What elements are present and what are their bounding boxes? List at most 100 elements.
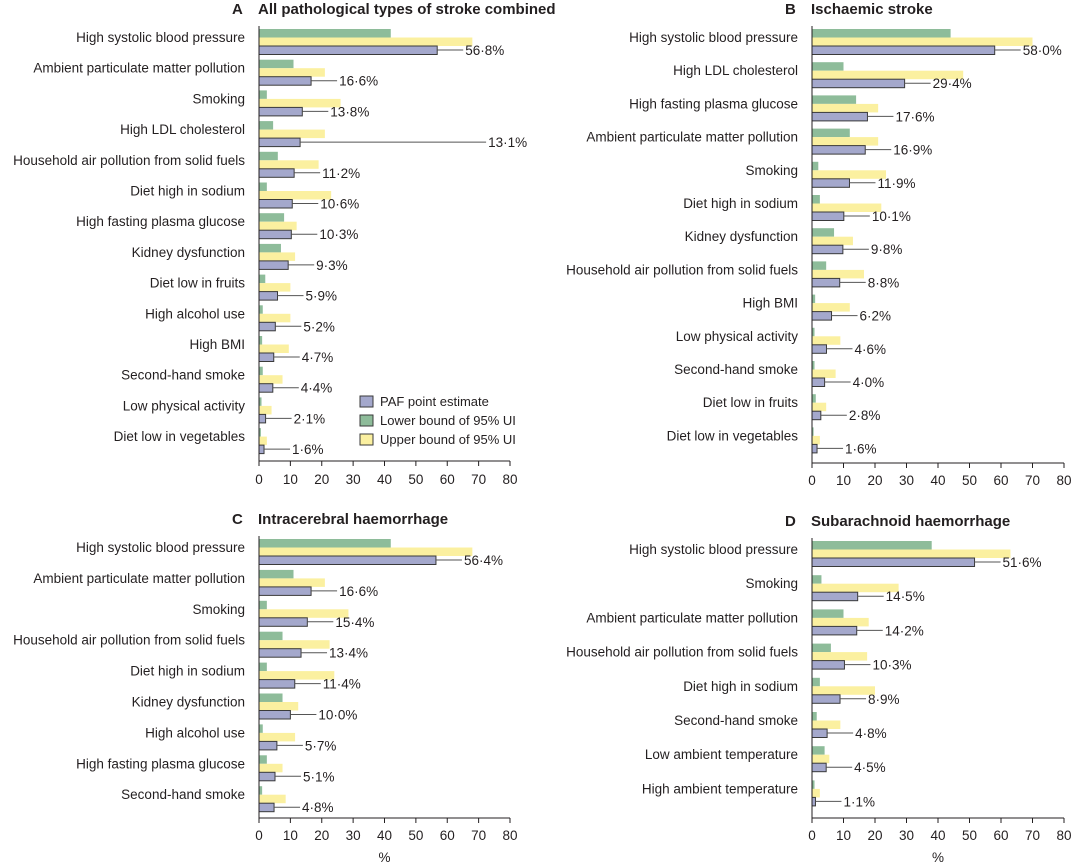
panel-b-category-label: Kidney dysfunction [685,229,798,244]
panel-c-value-label: 5·7% [305,738,337,753]
panel-c-bar-point [258,679,296,689]
panel-a-x-tick-label: 10 [283,472,298,487]
panel-c-bar-lower [259,569,294,579]
panel-d-bar-lower [812,541,932,550]
panel-b-value-label: 11·9% [877,176,915,191]
panel-b-value-label: 1·6% [845,441,877,456]
panel-c-category-label: Household air pollution from solid fuels [13,633,245,648]
panel-a-value-label: 1·6% [292,442,324,457]
panel-a-category-label: High systolic blood pressure [76,30,245,45]
panel-d-x-axis-label: % [932,850,944,863]
panel-d-x-tick-label: 10 [836,828,851,843]
panel-a-bar-point [258,76,312,86]
panel-b-title: Ischaemic stroke [811,1,933,18]
panel-d-bar-lower [812,780,815,789]
panel-b-bar-point [811,145,866,155]
panel-a-bar-upper [259,252,296,261]
panel-d-category-label: Smoking [745,576,798,591]
panel-c-value-label: 13·4% [329,646,368,661]
panel-c-value-label: 16·6% [339,584,378,599]
panel-b-category-label: High systolic blood pressure [629,30,798,45]
panel-a-x-tick-label: 0 [255,472,263,487]
panel-b-bar-upper [812,369,836,378]
panel-b-value-label: 4·0% [853,375,885,390]
panel-b-bar-upper [812,203,882,212]
panel-b-category-label: Smoking [745,163,798,178]
panel-c-bar-upper [259,640,330,649]
panel-a-bar-lower [259,90,267,99]
panel-a-bar-upper [259,37,473,46]
panel-d-category-label: High systolic blood pressure [629,542,798,557]
panel-d-bar-lower [812,575,822,584]
panel-c-bar-point [258,555,437,565]
panel-b-value-label: 2·8% [849,408,881,423]
panel-b-bar-point [811,377,826,387]
panel-b-bar-lower [812,95,857,104]
panel-a-category-label: High LDL cholesterol [120,122,245,137]
panel-b-bar-lower [812,195,820,204]
panel-a-bar-lower [259,182,267,191]
panel-c-bar-lower [259,662,267,672]
panel-c-value-label: 5·1% [303,769,335,784]
panel-c-x-tick-label: 70 [471,828,486,843]
panel-b-bar-upper [812,37,1033,46]
panel-c-category-label: Second-hand smoke [121,787,245,802]
panel-a-bar-lower [259,121,274,130]
panel-a-bar-upper [259,313,291,323]
panel-a-bar-lower [259,29,391,38]
panel-b-bar-upper [812,336,841,345]
panel-b-letter: B [785,1,796,18]
panel-c-x-tick-label: 30 [346,828,361,843]
panel-b-category-label: High fasting plasma glucose [629,96,798,111]
panel-c-x-tick-label: 20 [314,828,329,843]
panel-d-bar-point [811,762,827,773]
panel-a-bar-point [258,352,275,362]
panel-c-x-tick-label: 40 [377,828,392,843]
panel-b-bar-point [811,410,822,421]
panel-a-value-label: 10·3% [319,227,358,242]
panel-d-value-label: 14·2% [885,623,924,638]
panel-c-bar-point [258,710,291,720]
panel-d-x-tick-label: 20 [867,828,882,843]
panel-a-category-label: High alcohol use [145,306,245,321]
panel-b-bar-upper [812,402,827,412]
panel-a-bar-lower [259,59,294,69]
panel-d-bar-point [811,660,845,670]
panel-d-value-label: 1·1% [843,794,875,809]
panel-c-title: Intracerebral haemorrhage [258,511,448,528]
panel-d-x-tick-label: 70 [1025,828,1040,843]
panel-b-value-label: 17·6% [895,109,934,124]
panel-c-bar-lower [259,786,263,795]
panel-d-bar-upper [812,720,841,729]
panel-d-bar-lower [812,746,825,755]
panel-b-bar-lower [812,161,819,171]
panel-a-bar-point [258,137,301,148]
panel-c-bar-upper [259,794,286,804]
panel-b-bar-upper [812,170,887,179]
panel-d-category-label: High ambient temperature [642,781,798,796]
panel-c-bar-point [258,771,276,782]
panel-b-category-label: Diet low in vegetables [667,428,799,443]
panel-b-category-label: High BMI [742,296,798,311]
panel-c-category-label: Smoking [192,602,245,617]
panel-a-title: All pathological types of stroke combine… [258,1,556,18]
panel-c-bar-upper [259,671,335,680]
panel-b-category-label: Diet high in sodium [683,196,798,211]
panel-b-value-label: 4·6% [854,342,886,357]
panel-a-value-label: 2·1% [294,411,326,426]
panel-c-category-label: Diet high in sodium [130,664,245,679]
panel-d-x-tick-label: 30 [899,828,914,843]
panel-b-bar-point [811,111,868,122]
panel-b-bar-lower [812,29,951,38]
panel-a-bar-point [258,229,292,240]
panel-b-category-label: Household air pollution from solid fuels [566,262,798,277]
panel-a-bar-lower [259,336,263,345]
panel-b-bar-point [811,244,844,255]
panel-a-category-label: Smoking [192,91,245,106]
panel-a-x-tick-label: 70 [471,472,486,487]
panel-c-bar-point [258,648,302,658]
panel-c-bar-point [258,740,278,751]
panel-a-bar-point [258,45,438,55]
panel-d-x-tick-label: 50 [962,828,977,843]
